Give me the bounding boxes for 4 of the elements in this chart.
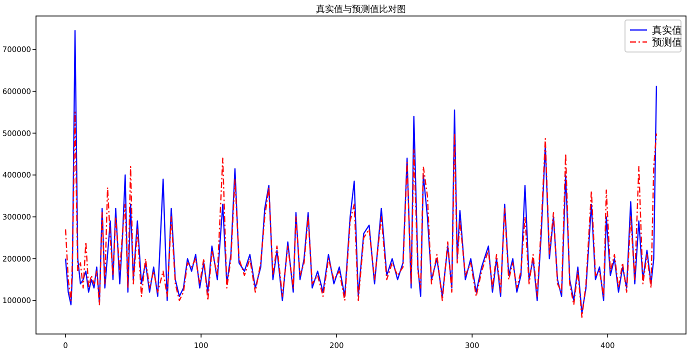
- line-series: [64, 112, 658, 318]
- chart-title: 真实值与预测值比对图: [316, 4, 406, 15]
- legend-label: 真实值: [652, 24, 682, 36]
- legend-label: 预测值: [652, 36, 682, 48]
